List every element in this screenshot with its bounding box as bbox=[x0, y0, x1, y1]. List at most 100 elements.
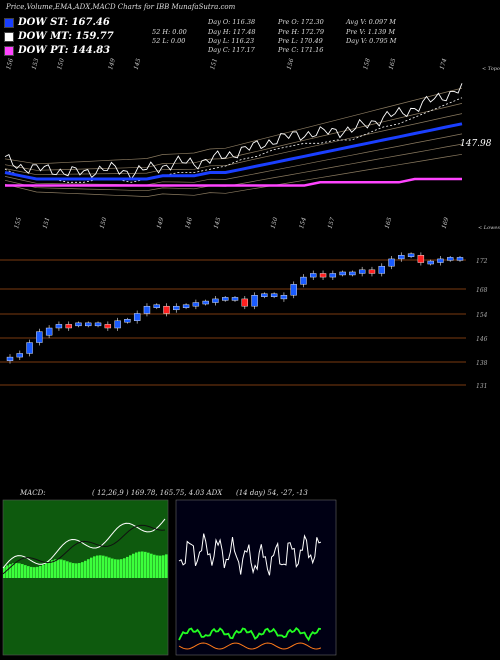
ema-bottom-tick-label: 150 bbox=[270, 216, 280, 229]
candle bbox=[388, 258, 395, 267]
macd-histogram-bar bbox=[120, 559, 123, 578]
stat-prev-low: Pre L: 170.49 bbox=[278, 37, 323, 45]
stat-day-high: Day H: 117.48 bbox=[208, 28, 256, 36]
macd-histogram-bar bbox=[126, 556, 129, 578]
macd-histogram-bar bbox=[165, 554, 168, 578]
dow-st-label: DOW ST: 167.46 bbox=[18, 17, 110, 28]
candle bbox=[329, 273, 337, 278]
macd-histogram-bar bbox=[72, 563, 75, 578]
candle bbox=[16, 353, 23, 358]
macd-histogram-bar bbox=[45, 563, 48, 578]
candle bbox=[398, 255, 405, 260]
ema-bottom-tick-label: 169 bbox=[441, 216, 451, 229]
candle bbox=[153, 304, 160, 308]
candle bbox=[173, 305, 180, 311]
candle bbox=[417, 255, 425, 263]
macd-line bbox=[2, 518, 166, 569]
candle bbox=[310, 273, 317, 278]
macd-histogram-bar bbox=[99, 555, 102, 578]
minus-di-line bbox=[178, 642, 322, 650]
stat-prev-volume: Pre V: 1.139 M bbox=[346, 28, 396, 36]
adx-params: (14 day) 54, -27, -13 bbox=[236, 489, 308, 497]
ema-bottom-tick-label: 157 bbox=[327, 216, 337, 229]
ema-panel: 156 153 150 149 145 151 156 158 165 174 155 151 150 1… bbox=[4, 57, 500, 230]
candle bbox=[251, 295, 258, 307]
macd-histogram-bar bbox=[156, 555, 159, 578]
dow-st-line bbox=[4, 122, 463, 181]
plus-di-line bbox=[178, 627, 322, 642]
ema-bottom-tick-label: 145 bbox=[213, 216, 223, 229]
candle bbox=[427, 260, 434, 265]
stat-avg-volume: Avg V: 0.097 M bbox=[346, 18, 396, 26]
ema-top-tick-label: 158 bbox=[362, 57, 372, 70]
stat-day-low: Day L: 116.23 bbox=[208, 37, 255, 45]
candle bbox=[124, 319, 131, 323]
candle bbox=[182, 304, 190, 308]
candle bbox=[319, 273, 327, 278]
macd-histogram-bar bbox=[114, 559, 117, 578]
macd-histogram-bar bbox=[81, 562, 84, 578]
ema-bottom-tick-label: 154 bbox=[298, 216, 308, 229]
macd-histogram-bar bbox=[75, 563, 78, 578]
candle-corner-label: < Lowes bbox=[478, 225, 500, 231]
level-label: 168 bbox=[476, 287, 488, 294]
candle bbox=[45, 327, 53, 336]
macd-panel bbox=[2, 499, 169, 656]
macd-histogram-bar bbox=[102, 555, 105, 578]
stat-prev-close: Pre C: 171.16 bbox=[278, 46, 324, 54]
ema-top-tick-label: 156 bbox=[286, 57, 296, 70]
dow-st-swatch bbox=[4, 17, 14, 28]
macd-histogram-bar bbox=[132, 553, 135, 578]
dow-mt-label: DOW MT: 159.77 bbox=[18, 31, 114, 42]
ema-top-tick-label: 145 bbox=[133, 57, 143, 70]
candle bbox=[104, 324, 112, 329]
adx-line bbox=[178, 533, 322, 576]
stat-52-low: 52 L: 0.00 bbox=[152, 37, 186, 45]
dow-pt-legend: DOW PT: 144.83 bbox=[4, 45, 110, 56]
macd-histogram-bar bbox=[39, 566, 42, 578]
candle bbox=[290, 284, 297, 296]
candle bbox=[36, 331, 43, 343]
macd-histogram-bar bbox=[150, 553, 153, 578]
macd-histogram-bar bbox=[21, 564, 24, 578]
macd-histogram-bar bbox=[117, 559, 120, 578]
candle bbox=[133, 313, 141, 321]
ema-top-tick-label: 151 bbox=[209, 58, 219, 71]
macd-histogram-bar bbox=[111, 558, 114, 578]
dow-pt-swatch bbox=[4, 45, 14, 56]
stat-day-open: Day O: 116.38 bbox=[208, 18, 256, 26]
candle bbox=[85, 322, 92, 327]
macd-histogram-bar bbox=[123, 558, 126, 578]
ema-top-tick-label: 150 bbox=[56, 57, 66, 70]
ema-bottom-tick-label: 146 bbox=[184, 216, 194, 229]
ema-top-tick-label: 156 bbox=[5, 57, 15, 70]
ema-ribbon-line bbox=[4, 87, 463, 165]
macd-histogram-bar bbox=[66, 561, 69, 578]
ema-ribbon-line bbox=[4, 133, 463, 186]
stat-day-volume: Day V: 0.795 M bbox=[346, 37, 397, 45]
level-label: 154 bbox=[476, 312, 488, 319]
candle bbox=[114, 320, 121, 329]
candle bbox=[55, 324, 63, 329]
stat-day-close: Day C: 117.17 bbox=[208, 46, 255, 54]
candle bbox=[437, 258, 444, 263]
candle bbox=[241, 298, 248, 307]
macd-histogram-bar bbox=[105, 556, 108, 578]
macd-histogram-bar bbox=[93, 556, 96, 578]
ema-ribbon-line bbox=[4, 153, 463, 197]
candle bbox=[231, 297, 239, 301]
stat-52-high: 52 H: 0.00 bbox=[152, 28, 187, 36]
ema-top-tick-label: 165 bbox=[388, 57, 398, 70]
candle bbox=[163, 305, 170, 314]
candle bbox=[280, 295, 288, 300]
ema-top-tick-label: 174 bbox=[439, 57, 449, 70]
adx-panel bbox=[175, 499, 337, 656]
macd-histogram-bar bbox=[30, 566, 33, 578]
stat-prev-high: Pre H: 172.79 bbox=[278, 28, 325, 36]
candle bbox=[261, 293, 268, 297]
dow-pt-line bbox=[5, 177, 462, 187]
macd-histogram-bar bbox=[144, 551, 147, 578]
candle bbox=[202, 300, 209, 305]
dow-mt-line bbox=[4, 97, 463, 183]
